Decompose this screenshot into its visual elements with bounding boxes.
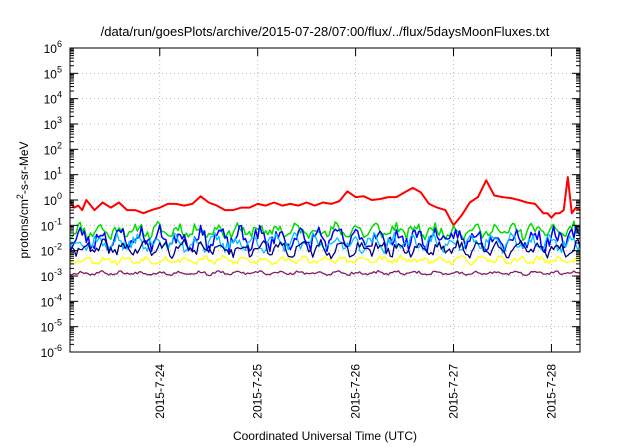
y-tick-label: 10-2 <box>41 242 62 259</box>
y-tick-label: 10-6 <box>41 343 62 360</box>
x-tick-label: 2015-7-28 <box>544 364 558 419</box>
y-tick-label: 102 <box>44 140 62 157</box>
series-line-6 <box>69 269 581 277</box>
y-tick-label: 10-5 <box>41 318 62 335</box>
series-lines <box>69 176 581 277</box>
y-axis-label-sup: 2 <box>15 194 25 199</box>
series-line-1 <box>69 220 581 242</box>
x-axis: 2015-7-24 2015-7-25 2015-7-26 2015-7-27 2015… <box>153 48 558 419</box>
y-axis-label: protons/cm2-s-sr-MeV <box>15 141 31 258</box>
series-line-4 <box>69 238 581 260</box>
x-tick-label: 2015-7-24 <box>153 364 167 419</box>
y-tick-label: 10-1 <box>41 216 62 233</box>
y-tick-label: 100 <box>44 191 62 208</box>
y-tick-label: 101 <box>44 166 62 183</box>
x-tick-label: 2015-7-27 <box>447 364 461 419</box>
y-tick-label: 10-3 <box>41 267 62 284</box>
y-tick-label: 103 <box>44 115 62 132</box>
y-axis: 10-6 10-5 10-4 10-3 10-2 10-1 100 101 102 103 104 1… <box>41 39 580 360</box>
y-tick-label: 105 <box>44 64 62 81</box>
series-line-5 <box>69 254 581 266</box>
x-tick-label: 2015-7-25 <box>251 364 265 419</box>
y-tick-label: 104 <box>44 90 62 107</box>
y-tick-label: 10-4 <box>41 292 62 309</box>
series-line-0 <box>69 176 581 227</box>
grid <box>70 48 580 352</box>
x-axis-label: Coordinated Universal Time (UTC) <box>233 429 417 443</box>
y-tick-label: 106 <box>44 39 62 56</box>
y-axis-label-pre: protons/cm <box>17 199 31 258</box>
x-tick-label: 2015-7-26 <box>349 364 363 419</box>
y-axis-label-post: -s-sr-MeV <box>17 141 31 194</box>
chart-title: /data/run/goesPlots/archive/2015-07-28/0… <box>101 24 550 39</box>
